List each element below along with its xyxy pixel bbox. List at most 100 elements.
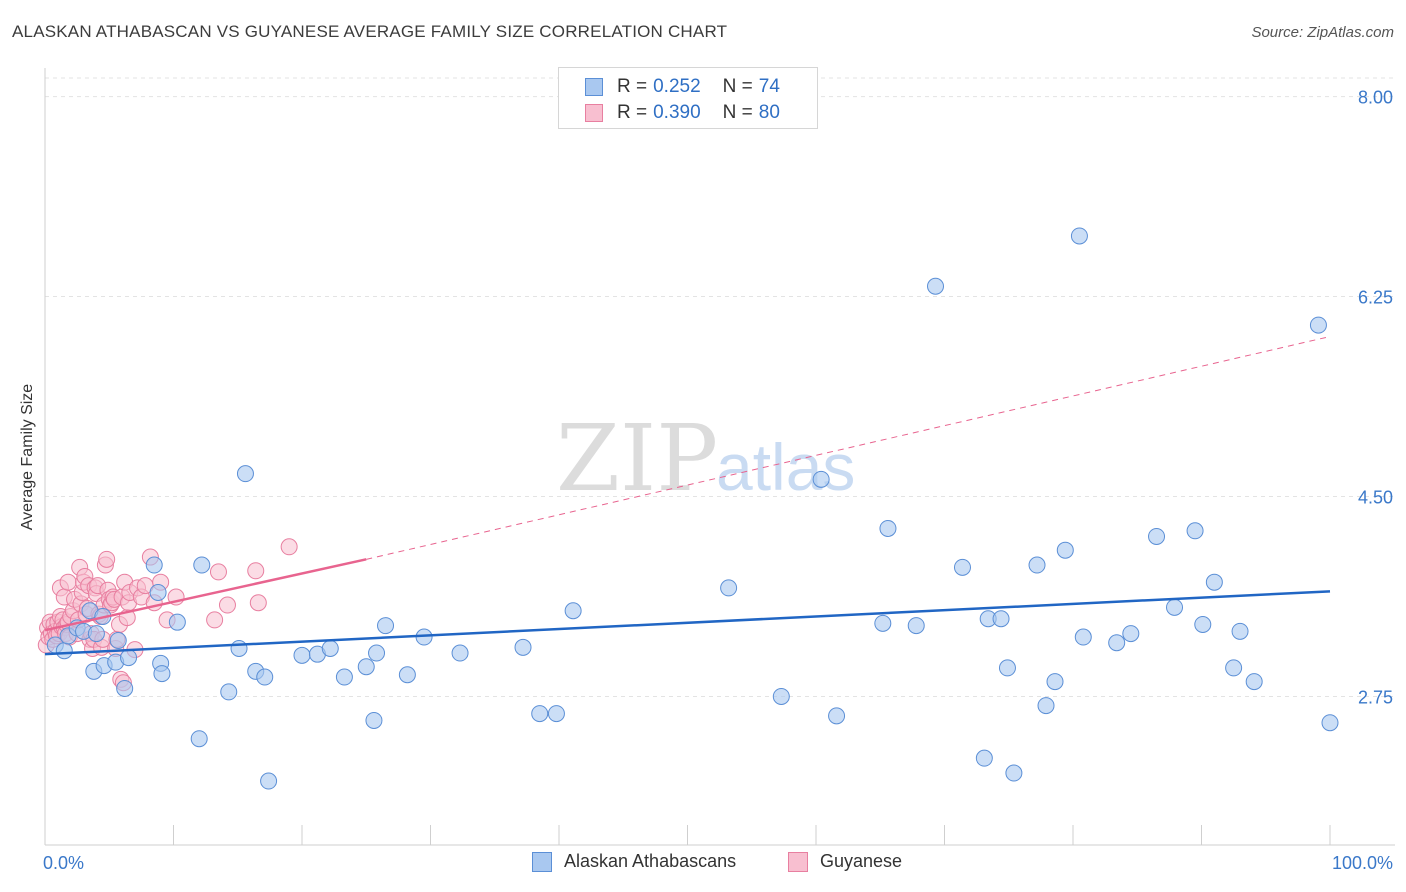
grid-lines	[45, 77, 1395, 697]
legend-r-label: R =	[617, 102, 648, 123]
guyanese-trend-line	[44, 558, 367, 632]
chart-title: ALASKAN ATHABASCAN VS GUYANESE AVERAGE F…	[12, 22, 728, 41]
athabascan-point	[149, 583, 167, 601]
x-tick-label: 100.0%	[1332, 853, 1393, 873]
athabascan-point	[1122, 625, 1140, 643]
legend: R = 0.252 N = 74 R = 0.390 N = 80	[558, 67, 818, 129]
y-tick-label: 8.00	[1358, 88, 1393, 108]
guyanese-point	[206, 611, 224, 629]
athabascan-point	[1231, 622, 1249, 640]
athabascan-point	[1108, 634, 1126, 652]
athabascan-point	[1005, 764, 1023, 782]
athabascan-point	[236, 465, 254, 483]
x-tick-label: 0.0%	[43, 853, 84, 873]
athabascan-point	[927, 277, 945, 295]
source-label: Source: ZipAtlas.com	[1251, 24, 1394, 41]
athabascan-point	[377, 617, 395, 635]
legend-r-value: 0.390	[653, 102, 701, 123]
athabascan-point	[1028, 556, 1046, 574]
athabascan-point	[365, 711, 383, 729]
bottom-legend-swatch-pink	[788, 851, 808, 872]
guyanese-point	[209, 563, 227, 581]
x-tick-labels: 0.0% 100.0%	[43, 853, 1393, 873]
athabascan-point	[992, 610, 1010, 628]
athabascan-point	[720, 579, 738, 597]
axes	[44, 68, 1395, 846]
athabascan-point	[1225, 659, 1243, 677]
athabascan-point	[1056, 541, 1074, 559]
legend-n-value: 80	[758, 102, 780, 123]
athabascan-point	[1074, 628, 1092, 646]
athabascan-point	[368, 644, 386, 662]
legend-row-athabascan: R = 0.252 N = 74	[585, 75, 780, 99]
athabascan-point	[321, 639, 339, 657]
legend-n-label: N =	[722, 102, 753, 123]
athabascan-point	[1245, 673, 1263, 691]
athabascan-point	[772, 687, 790, 705]
legend-swatch-blue	[585, 78, 603, 96]
athabascan-point	[907, 617, 925, 635]
trend-lines	[44, 336, 1331, 656]
athabascan-point	[260, 772, 278, 790]
legend-row-guyanese: R = 0.390 N = 80	[585, 101, 780, 125]
y-tick-label: 6.25	[1358, 288, 1393, 308]
athabascan-point	[564, 602, 582, 620]
guyanese-point	[249, 594, 267, 612]
bottom-legend-label: Alaskan Athabascans	[564, 851, 737, 871]
athabascan-point	[87, 625, 105, 643]
athabascan-point	[514, 638, 532, 656]
athabascan-point	[230, 639, 248, 657]
bottom-legend-guyanese: Guyanese	[788, 851, 902, 872]
athabascan-point	[1166, 598, 1184, 616]
athabascan-point	[1205, 573, 1223, 591]
y-axis-title: Average Family Size	[19, 383, 36, 531]
athabascan-trend-line	[44, 590, 1331, 656]
athabascan-point	[335, 668, 353, 686]
watermark: ZIP atlas	[556, 405, 855, 512]
athabascan-point	[1321, 714, 1339, 732]
athabascan-point	[812, 470, 830, 488]
athabascan-point	[1148, 527, 1166, 545]
legend-n-value: 74	[758, 76, 780, 97]
athabascan-point	[145, 556, 163, 574]
guyanese-point	[247, 562, 265, 580]
athabascan-point	[1194, 615, 1212, 633]
bottom-legend-label: Guyanese	[820, 851, 903, 871]
athabascan-point	[531, 705, 549, 723]
athabascan-point	[1037, 697, 1055, 715]
legend-r-value: 0.252	[653, 76, 701, 97]
athabascan-point	[55, 642, 73, 660]
athabascan-point	[975, 749, 993, 767]
athabascan-point	[547, 705, 565, 723]
athabascan-point	[451, 644, 469, 662]
y-tick-label: 4.50	[1358, 487, 1393, 507]
athabascan-point	[293, 646, 311, 664]
guyanese-point	[98, 550, 116, 568]
watermark-zip: ZIP	[556, 405, 718, 512]
athabascan-point	[153, 665, 171, 683]
athabascan-point	[1309, 316, 1327, 334]
athabascan-point	[1070, 227, 1088, 245]
athabascan-point	[1046, 673, 1064, 691]
guyanese-point	[218, 596, 236, 614]
athabascan-point	[220, 683, 238, 701]
athabascan-point	[828, 707, 846, 725]
legend-n-label: N =	[722, 76, 753, 97]
athabascan-point	[998, 659, 1016, 677]
athabascan-point	[109, 631, 127, 649]
athabascan-point	[953, 558, 971, 576]
athabascan-point	[398, 666, 416, 684]
athabascan-point	[874, 614, 892, 632]
athabascan-point	[879, 519, 897, 537]
bottom-legend-athabascan: Alaskan Athabascans	[532, 851, 736, 872]
athabascan-point	[357, 658, 375, 676]
y-tick-labels: 2.75 4.50 6.25 8.00	[1358, 88, 1393, 708]
legend-r-label: R =	[617, 76, 648, 97]
bottom-legend-swatch-blue	[532, 851, 552, 872]
athabascan-point	[120, 649, 138, 667]
legend-swatch-pink	[585, 104, 603, 122]
athabascan-point	[256, 668, 274, 686]
athabascan-point	[1186, 522, 1204, 540]
guyanese-point	[280, 538, 298, 556]
